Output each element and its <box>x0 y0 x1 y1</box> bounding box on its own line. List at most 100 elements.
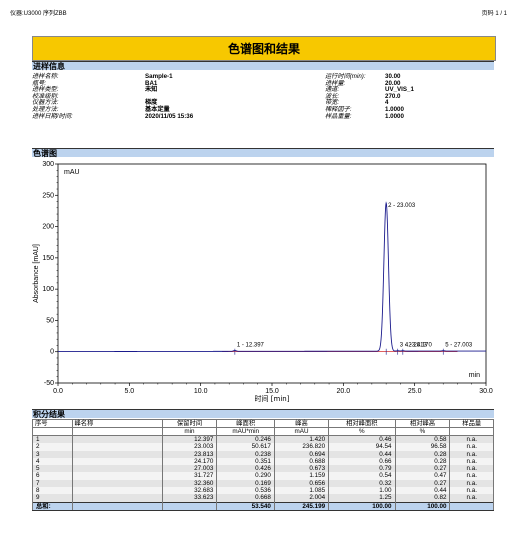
report-title-text: 色谱图和结果 <box>227 42 300 56</box>
info-value: 30.00 <box>385 73 401 80</box>
table-row: 8 32.683 0.536 1.085 1.00 0.44 n.a. <box>32 487 494 495</box>
table-cell <box>71 465 163 473</box>
table-cell: 0.536 <box>216 487 275 495</box>
info-key: 带宽: <box>325 99 340 107</box>
chromatogram-trace <box>58 201 486 353</box>
table-total-row: 总和: 53.540 245.199 100.00 100.00 <box>32 501 494 511</box>
table-row: 7 32.360 0.169 0.656 0.32 0.27 n.a. <box>32 479 494 488</box>
info-value: 未知 <box>145 86 158 94</box>
table-cell: 0.46 <box>328 435 396 444</box>
y-unit-label: mAU <box>64 169 80 176</box>
table-header-row: 序号 峰名称 保留时间 峰面积 峰高 相对峰面积 相对峰高 样品量 <box>32 419 494 428</box>
info-value <box>145 94 325 101</box>
info-value: 1.0000 <box>385 105 404 113</box>
info-key: 校准级别: <box>32 92 59 100</box>
info-value: 2020/11/05 15:36 <box>145 112 194 120</box>
peak-label: 3 - 23.813 <box>400 343 428 349</box>
table-cell: 96.58 <box>394 443 451 451</box>
table-cell: 1.25 <box>328 494 396 503</box>
info-key: 进样日期/时间: <box>32 112 73 120</box>
table-cell: 9 <box>32 494 73 503</box>
section-chromatogram: 色谱图 <box>32 148 494 158</box>
section-integration-results: 积分结果 <box>32 409 494 419</box>
table-header-row: min mAU*min mAU%% <box>32 427 494 436</box>
peak-label: 4 - 24.170 <box>405 343 433 349</box>
table-cell: 0.47 <box>394 472 451 480</box>
table-cell: 0.27 <box>394 465 451 473</box>
info-row: 处理方法: 基本定量 稀释因子: 1.0000 <box>32 105 494 114</box>
table-cell: 0.44 <box>328 450 396 458</box>
table-row: 1 12.397 0.246 1.420 0.46 0.58 n.a. <box>32 435 494 444</box>
peak-label: 2 - 23.003 <box>388 203 416 209</box>
table-header-cell <box>449 427 494 436</box>
table-cell: 94.54 <box>328 443 396 451</box>
table-cell: 1.00 <box>328 487 396 495</box>
table-cell: n.a. <box>449 450 494 458</box>
table-cell: 0.290 <box>216 472 275 480</box>
table-cell: 0.27 <box>394 479 451 488</box>
table-cell: 0.58 <box>394 435 451 444</box>
table-cell: 0.169 <box>216 479 275 488</box>
table-cell: 0.351 <box>216 457 275 466</box>
table-cell: 236.820 <box>273 443 330 451</box>
table-cell: 0.668 <box>216 494 275 503</box>
table-header-cell: 序号 <box>32 419 73 428</box>
table-cell: n.a. <box>449 443 494 451</box>
table-cell: 50.617 <box>216 443 275 451</box>
table-cell: 23.003 <box>161 443 218 451</box>
table-header-cell: 峰面积 <box>216 419 275 428</box>
table-cell: 0.238 <box>216 450 275 458</box>
info-row: 仪器方法: 梯度 带宽: 4 <box>32 100 494 107</box>
table-cell: n.a. <box>449 487 494 495</box>
table-row: 2 23.003 50.617 236.820 94.54 96.58 n.a. <box>32 443 494 451</box>
info-value: 1.0000 <box>385 112 404 120</box>
x-tick-label: 25.0 <box>408 388 422 395</box>
table-cell: 1 <box>32 435 73 444</box>
table-header-cell: mAU*min <box>216 427 275 436</box>
table-cell: 0.246 <box>216 435 275 444</box>
table-cell: 0.688 <box>273 457 330 466</box>
table-header-cell: 保留时间 <box>161 419 218 428</box>
table-cell <box>71 435 163 444</box>
table-cell <box>71 443 163 451</box>
page-number: 页码 1 / 1 <box>481 11 507 17</box>
table-cell: 32.360 <box>161 479 218 488</box>
table-cell: 0.694 <box>273 450 330 458</box>
x-tick-label: 0.0 <box>53 388 63 395</box>
y-tick-label: 150 <box>42 255 54 262</box>
table-header-cell: mAU <box>273 427 330 436</box>
table-cell: 0.82 <box>394 494 451 503</box>
table-cell: n.a. <box>449 494 494 503</box>
table-cell: 31.727 <box>161 472 218 480</box>
table-cell <box>71 450 163 458</box>
info-value: 270.0 <box>385 92 401 100</box>
y-tick-label: 100 <box>42 286 54 293</box>
table-total-cell: 245.199 <box>273 501 330 511</box>
info-key: 运行时间(min): <box>325 73 366 80</box>
table-cell: 12.397 <box>161 435 218 444</box>
table-total-cell: 总和: <box>32 501 73 511</box>
table-cell: 8 <box>32 487 73 495</box>
table-cell: 4 <box>32 457 73 466</box>
table-header-cell: 样品量 <box>449 419 494 428</box>
y-tick-label: 300 <box>42 161 54 168</box>
table-total-cell <box>71 501 163 511</box>
info-row: 瓶号: BA1 进样量: 20.00 <box>32 79 494 88</box>
info-value: 4 <box>385 99 389 107</box>
table-cell: 6 <box>32 472 73 480</box>
table-cell: 0.66 <box>328 457 396 466</box>
integration-results-table: 序号 峰名称 保留时间 峰面积 峰高 相对峰面积 相对峰高 样品量 min mAU*min mAU%… <box>32 419 494 511</box>
table-cell <box>71 479 163 488</box>
table-header-cell <box>71 427 163 436</box>
info-key: 样品重量: <box>325 112 352 120</box>
info-key: 进样类型: <box>32 86 59 94</box>
table-header-cell: % <box>328 427 396 436</box>
instrument-sequence-label: 仪器:U3000 序列ZBB <box>10 11 67 17</box>
table-total-cell: 100.00 <box>328 501 396 511</box>
info-key: 进样量: <box>325 79 346 87</box>
table-cell: 27.003 <box>161 465 218 473</box>
chromatogram-chart: -50 0 50 100 150 200 250 300 0.0 5.0 10.0 15.0 20.0 2… <box>33 161 493 403</box>
table-cell: 0.28 <box>394 450 451 458</box>
table-cell: 7 <box>32 479 73 488</box>
y-axis-title: Absorbance [mAU] <box>33 244 40 303</box>
